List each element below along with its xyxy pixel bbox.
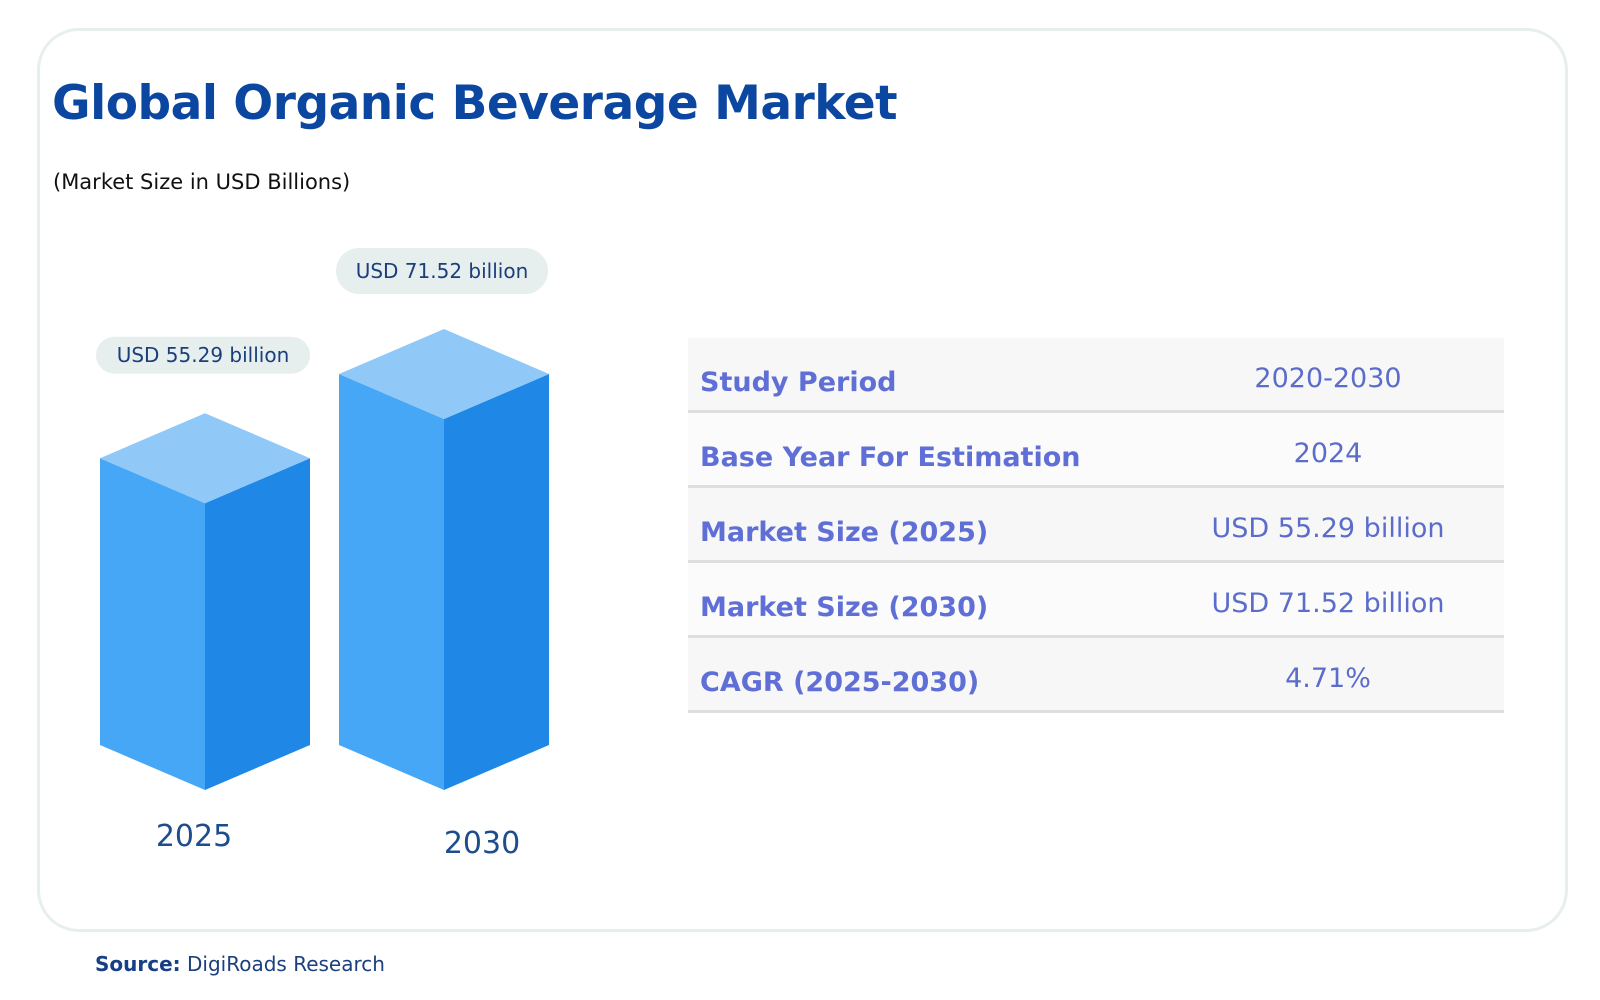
x-tick-2025: 2025: [156, 819, 232, 854]
summary-row-study-period: Study Period 2020-2030: [688, 338, 1504, 413]
cagr-value: 4.71%: [1285, 663, 1371, 694]
data-label-pill-2030: [336, 248, 548, 294]
summary-row-market-size-2025: Market Size (2025) USD 55.29 billion: [688, 488, 1504, 563]
market-summary-table: Study Period 2020-2030 Base Year For Est…: [688, 338, 1504, 713]
bar-top-2025: [100, 413, 310, 504]
market-size-2030-value: USD 71.52 billion: [1211, 588, 1445, 619]
bar-front-2030: [339, 374, 444, 790]
bar-top-2030: [339, 329, 549, 419]
x-tick-2030: 2030: [444, 826, 520, 861]
data-label-2030: USD 71.52 billion: [356, 259, 529, 283]
bar-side-2025: [205, 458, 310, 790]
bar-front-2025: [100, 458, 205, 790]
bar-2030: [339, 329, 549, 790]
chart-subtitle: (Market Size in USD Billions): [53, 170, 351, 194]
study-period-value: 2020-2030: [1254, 363, 1402, 394]
summary-row-cagr: CAGR (2025-2030) 4.71%: [688, 638, 1504, 713]
market-size-2030-label: Market Size (2030): [700, 592, 989, 623]
market-size-2025-value: USD 55.29 billion: [1211, 513, 1445, 544]
source-label: Source:: [95, 952, 181, 976]
base-year-value: 2024: [1293, 438, 1363, 469]
summary-row-market-size-2030: Market Size (2030) USD 71.52 billion: [688, 563, 1504, 638]
bar-chart: USD 55.29 billion 2025 USD 71.52 billion 20…: [96, 248, 549, 861]
source-line: Source: DigiRoads Research: [95, 952, 385, 976]
chart-title: Global Organic Beverage Market: [52, 76, 898, 131]
cagr-label: CAGR (2025-2030): [700, 667, 980, 698]
source-value: DigiRoads Research: [187, 952, 385, 976]
data-label-pill-2025: [96, 336, 310, 374]
bar-2025: [100, 413, 310, 790]
base-year-label: Base Year For Estimation: [700, 442, 1081, 473]
study-period-label: Study Period: [700, 367, 897, 398]
summary-row-base-year: Base Year For Estimation 2024: [688, 413, 1504, 488]
market-size-2025-label: Market Size (2025): [700, 517, 989, 548]
bar-side-2030: [444, 374, 549, 790]
data-label-2025: USD 55.29 billion: [117, 343, 290, 367]
